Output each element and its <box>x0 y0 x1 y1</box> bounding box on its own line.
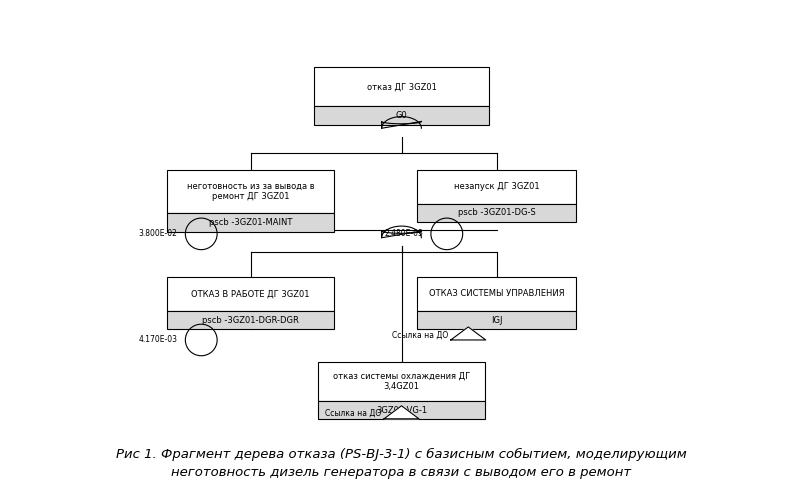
Text: незапуск ДГ 3GZ01: незапуск ДГ 3GZ01 <box>453 182 539 191</box>
Text: 3.800E-02: 3.800E-02 <box>139 229 177 239</box>
FancyBboxPatch shape <box>318 401 484 419</box>
FancyBboxPatch shape <box>167 170 334 213</box>
Polygon shape <box>450 327 485 340</box>
FancyBboxPatch shape <box>417 170 576 204</box>
Text: G0: G0 <box>395 111 407 120</box>
Polygon shape <box>383 406 419 419</box>
Text: Ссылка на ДО: Ссылка на ДО <box>391 330 448 339</box>
FancyBboxPatch shape <box>417 277 576 311</box>
Text: pscb -3GZ01-MAINT: pscb -3GZ01-MAINT <box>209 218 292 227</box>
Text: pscb -3GZ01-DG-S: pscb -3GZ01-DG-S <box>457 208 535 217</box>
FancyBboxPatch shape <box>417 311 576 329</box>
Text: pscb -3GZ01-DGR-DGR: pscb -3GZ01-DGR-DGR <box>202 315 298 325</box>
Text: ОТКАЗ СИСТЕМЫ УПРАВЛЕНИЯ: ОТКАЗ СИСТЕМЫ УПРАВЛЕНИЯ <box>428 289 564 298</box>
Text: неготовность из за вывода в
ремонт ДГ 3GZ01: неготовность из за вывода в ремонт ДГ 3G… <box>187 182 314 201</box>
Text: неготовность дизель генератора в связи с выводом его в ремонт: неготовность дизель генератора в связи с… <box>171 466 631 479</box>
Text: 2.480E-03: 2.480E-03 <box>383 229 423 239</box>
FancyBboxPatch shape <box>314 67 488 106</box>
FancyBboxPatch shape <box>167 213 334 232</box>
Text: IGJ: IGJ <box>491 315 502 325</box>
Text: отказ ДГ 3GZ01: отказ ДГ 3GZ01 <box>366 82 436 92</box>
Text: 3GZ01-VG-1: 3GZ01-VG-1 <box>375 405 427 414</box>
Text: Рис 1. Фрагмент дерева отказа (PS-BJ-3-1) с базисным событием, моделирующим: Рис 1. Фрагмент дерева отказа (PS-BJ-3-1… <box>116 448 686 461</box>
Text: отказ системы охлаждения ДГ
3,4GZ01: отказ системы охлаждения ДГ 3,4GZ01 <box>333 372 469 391</box>
FancyBboxPatch shape <box>167 277 334 311</box>
FancyBboxPatch shape <box>167 311 334 329</box>
FancyBboxPatch shape <box>417 204 576 222</box>
FancyBboxPatch shape <box>314 106 488 125</box>
FancyBboxPatch shape <box>318 362 484 401</box>
Text: ОТКАЗ В РАБОТЕ ДГ 3GZ01: ОТКАЗ В РАБОТЕ ДГ 3GZ01 <box>191 289 310 298</box>
Text: 4.170E-03: 4.170E-03 <box>138 336 177 345</box>
Text: Ссылка на ДО: Ссылка на ДО <box>325 409 381 418</box>
